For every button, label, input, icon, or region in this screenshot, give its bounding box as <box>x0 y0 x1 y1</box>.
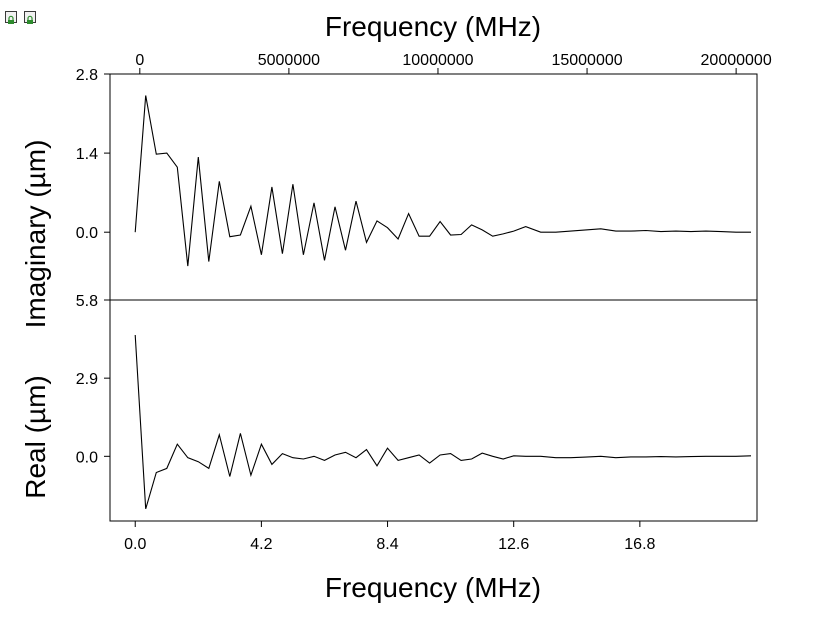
real-ytick-label: 2.9 <box>76 371 98 388</box>
top-tick-label: 20000000 <box>701 52 772 69</box>
top-tick-label: 0 <box>135 52 144 69</box>
top-tick-label: 10000000 <box>402 52 473 69</box>
imaginary-ytick-label: 2.8 <box>76 67 98 84</box>
real-axis-title: Real (µm) <box>20 375 51 498</box>
top-tick-label: 5000000 <box>258 52 320 69</box>
top-axis-title: Frequency (MHz) <box>325 11 541 42</box>
imaginary-axis-title: Imaginary (µm) <box>20 140 51 329</box>
real-ytick-label: 5.8 <box>76 293 98 310</box>
bottom-tick-label: 4.2 <box>250 536 272 553</box>
real-series-line <box>134 334 752 510</box>
bottom-axis-title: Frequency (MHz) <box>325 572 541 603</box>
lock-icon-glyph <box>8 15 14 24</box>
bottom-tick-label: 12.6 <box>498 536 529 553</box>
top-tick-label: 15000000 <box>551 52 622 69</box>
lock-icon[interactable] <box>24 11 36 24</box>
lock-icon[interactable] <box>5 11 17 24</box>
imaginary-ytick-label: 0.0 <box>76 225 98 242</box>
bottom-tick-label: 0.0 <box>124 536 146 553</box>
plot-layer: 0 5000000 10000000 15000000 20000000 0.0 4.2 8.… <box>76 52 772 553</box>
imaginary-series-line <box>134 95 751 267</box>
plot-frame <box>109 73 758 522</box>
bottom-tick-label: 8.4 <box>376 536 398 553</box>
lock-icon-glyph <box>27 15 33 24</box>
bottom-tick-label: 16.8 <box>624 536 655 553</box>
imaginary-ytick-label: 1.4 <box>76 146 98 163</box>
real-ytick-label: 0.0 <box>76 449 98 466</box>
